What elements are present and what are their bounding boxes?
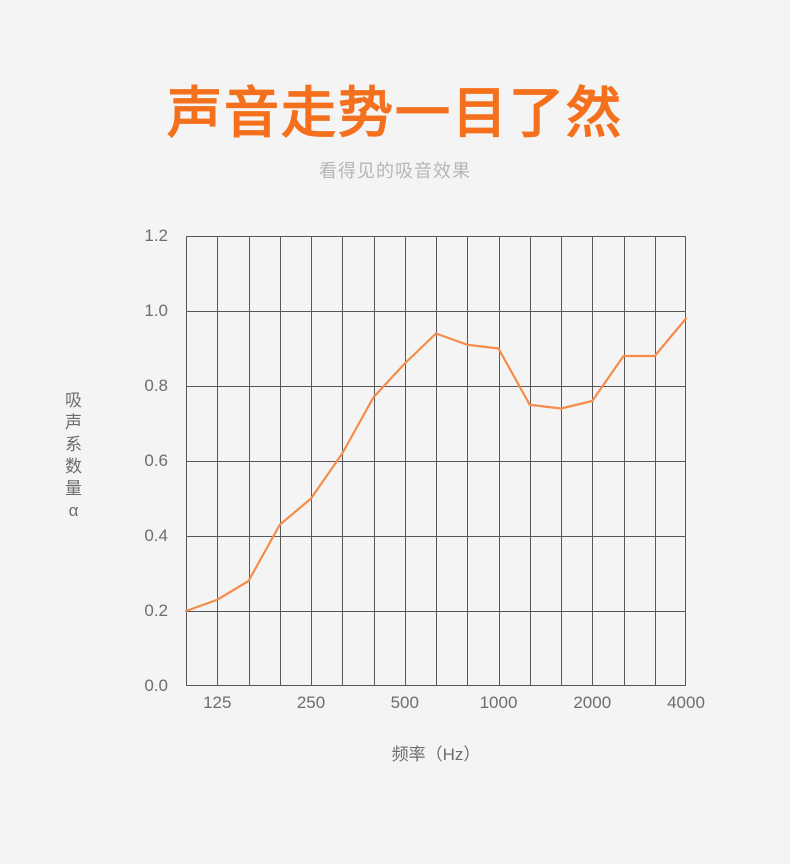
absorption-chart: 吸声系数量 α 0.0 0.2 0.4 0.6 0.8 1.0 1.2 125 250 500 1…	[0, 200, 790, 800]
x-tick-label: 500	[390, 693, 419, 712]
y-tick-label: 0.0	[144, 676, 168, 695]
x-tick-label: 250	[296, 693, 326, 712]
gridline-horizontal	[186, 611, 686, 612]
gridline-horizontal	[186, 386, 686, 387]
y-tick-label: 1.0	[144, 301, 168, 320]
y-tick-label: 0.4	[144, 526, 168, 545]
x-tick-label: 4000	[667, 693, 705, 712]
x-tick-label: 125	[203, 693, 232, 712]
x-axis-label: 频率（Hz）	[391, 745, 481, 764]
gridline-horizontal	[186, 536, 686, 537]
page-title: 声音走势一目了然	[166, 82, 623, 144]
gridline-horizontal	[186, 311, 686, 312]
x-tick-label: 1000	[479, 693, 518, 712]
y-tick-label: 0.6	[144, 451, 168, 470]
page-subtitle: 看得见的吸音效果	[319, 161, 471, 181]
x-axis-ticks: 125 250 500 1000 2000 4000	[186, 692, 705, 722]
series-line	[184, 317, 688, 613]
y-tick-label: 1.2	[144, 226, 168, 245]
y-axis-label: 吸声系数量 α	[65, 391, 83, 520]
y-tick-label: 0.2	[144, 601, 168, 620]
y-axis-ticks: 0.0 0.2 0.4 0.6 0.8 1.0 1.2	[106, 227, 168, 694]
gridline-horizontal	[186, 461, 686, 462]
x-tick-label: 2000	[573, 693, 612, 712]
plot-area	[184, 236, 688, 686]
y-tick-label: 0.8	[144, 376, 168, 395]
